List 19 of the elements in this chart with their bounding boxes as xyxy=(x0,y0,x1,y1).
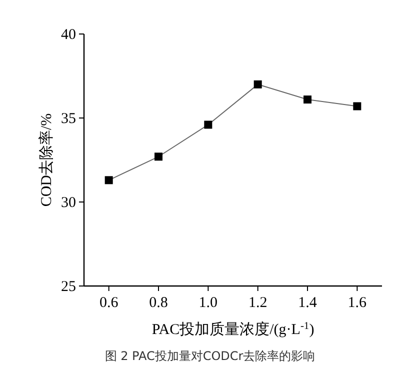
caption: 图 2 PAC投加量对CODCr去除率的影响 xyxy=(104,349,316,363)
y-tick-label: 40 xyxy=(61,27,76,43)
point xyxy=(154,152,162,161)
y-axis-title: COD去除率/% xyxy=(38,113,55,207)
point xyxy=(204,120,212,129)
y-tick-label: 25 xyxy=(61,279,76,295)
y-tick-label: 30 xyxy=(61,195,76,211)
x-tick-label: 0.8 xyxy=(149,295,168,311)
x-axis-title: PAC投加质量浓度/(g·L$^{-1}$) xyxy=(152,320,314,338)
point xyxy=(254,80,262,88)
x-tick-label: 1.2 xyxy=(248,295,268,311)
x-tick-label: 1.0 xyxy=(198,295,218,311)
x-tick-label: 0.6 xyxy=(99,295,119,311)
x-tick-label: 1.6 xyxy=(348,295,368,311)
point xyxy=(304,96,312,104)
y-tick-label: 35 xyxy=(61,111,76,127)
x-tick-label: 1.4 xyxy=(298,295,318,311)
point xyxy=(104,176,113,184)
point xyxy=(353,102,362,110)
